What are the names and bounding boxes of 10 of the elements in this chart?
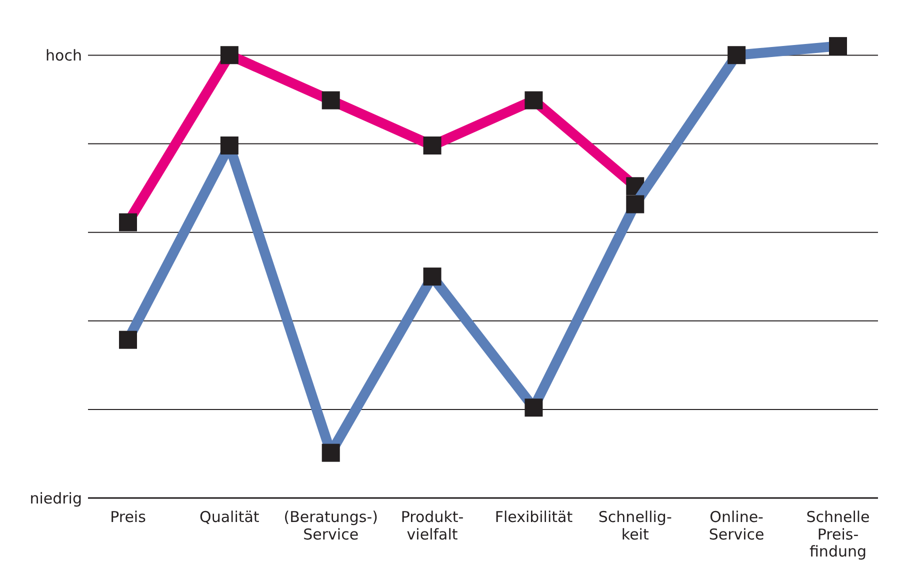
x-tick-label: Produkt- vielfalt xyxy=(400,508,464,544)
x-tick-label: Qualität xyxy=(200,508,260,526)
x-tick-label: Preis xyxy=(110,508,146,526)
x-tick-label: Flexibilität xyxy=(494,508,573,526)
text: hoch xyxy=(46,46,82,65)
x-tick-label: Online- Service xyxy=(708,508,764,544)
text: niedrig xyxy=(30,489,82,508)
x-tick-label: Schnelle Preis- findung xyxy=(806,508,870,560)
x-tick-label: Schnellig- keit xyxy=(598,508,672,544)
x-tick-label: (Beratungs-) Service xyxy=(284,508,378,544)
